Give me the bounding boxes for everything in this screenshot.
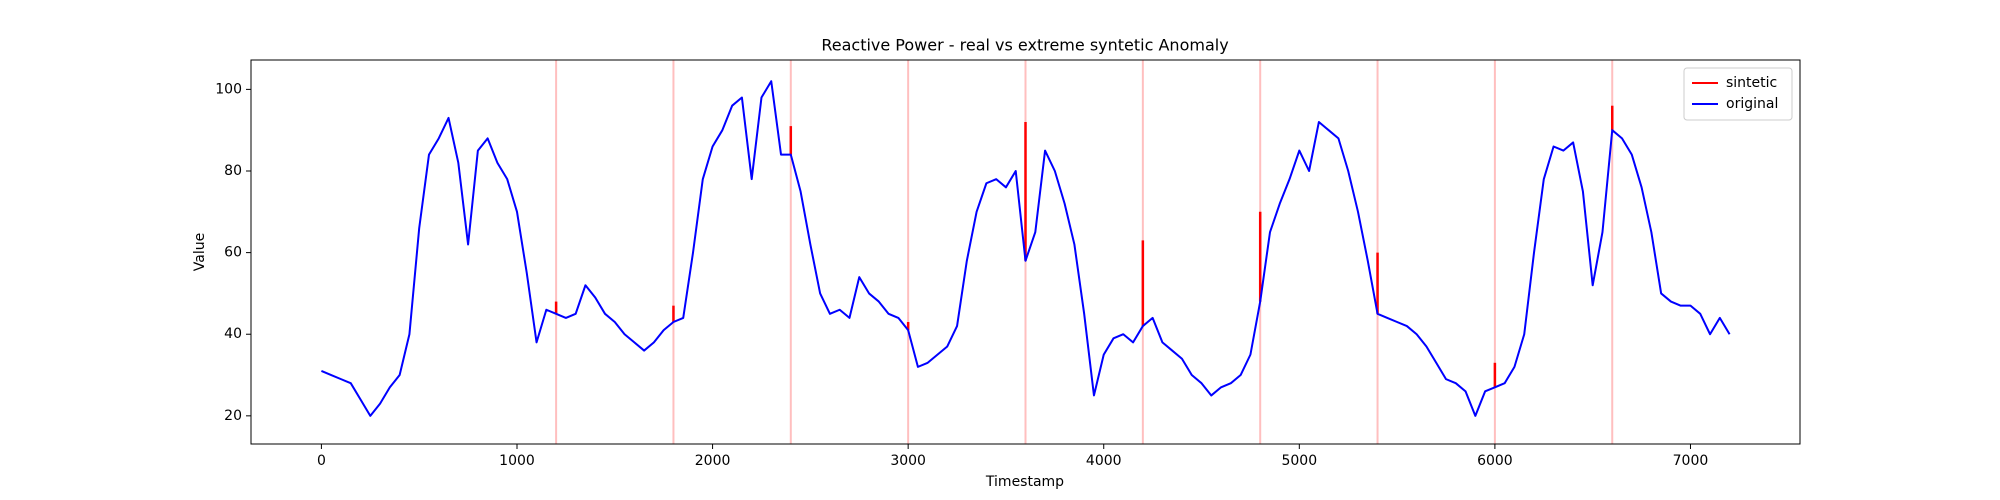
- y-tick-label: 40: [224, 326, 242, 342]
- y-axis-label: Value: [192, 233, 208, 271]
- x-tick-label: 0: [317, 453, 326, 469]
- axes-frame: [250, 59, 1801, 445]
- x-tick-label: 6000: [1477, 453, 1513, 469]
- legend-label: sintetic: [1726, 75, 1777, 91]
- y-tick-label: 80: [224, 163, 242, 179]
- x-tick-label: 7000: [1673, 453, 1709, 469]
- legend-label: original: [1726, 96, 1778, 112]
- y-tick-label: 60: [224, 245, 242, 261]
- x-tick-label: 4000: [1086, 453, 1122, 469]
- y-tick-label: 20: [224, 408, 242, 424]
- legend-box: [1683, 67, 1793, 121]
- chart-title: Reactive Power - real vs extreme synteti…: [821, 36, 1228, 55]
- x-tick-label: 1000: [499, 453, 535, 469]
- x-tick-label: 3000: [890, 453, 926, 469]
- x-axis-label: Timestamp: [985, 474, 1064, 490]
- x-tick-label: 2000: [695, 453, 731, 469]
- x-tick-label: 5000: [1281, 453, 1317, 469]
- plot-area: [321, 60, 1731, 444]
- y-tick-label: 100: [215, 81, 242, 97]
- original-line: [321, 80, 1731, 417]
